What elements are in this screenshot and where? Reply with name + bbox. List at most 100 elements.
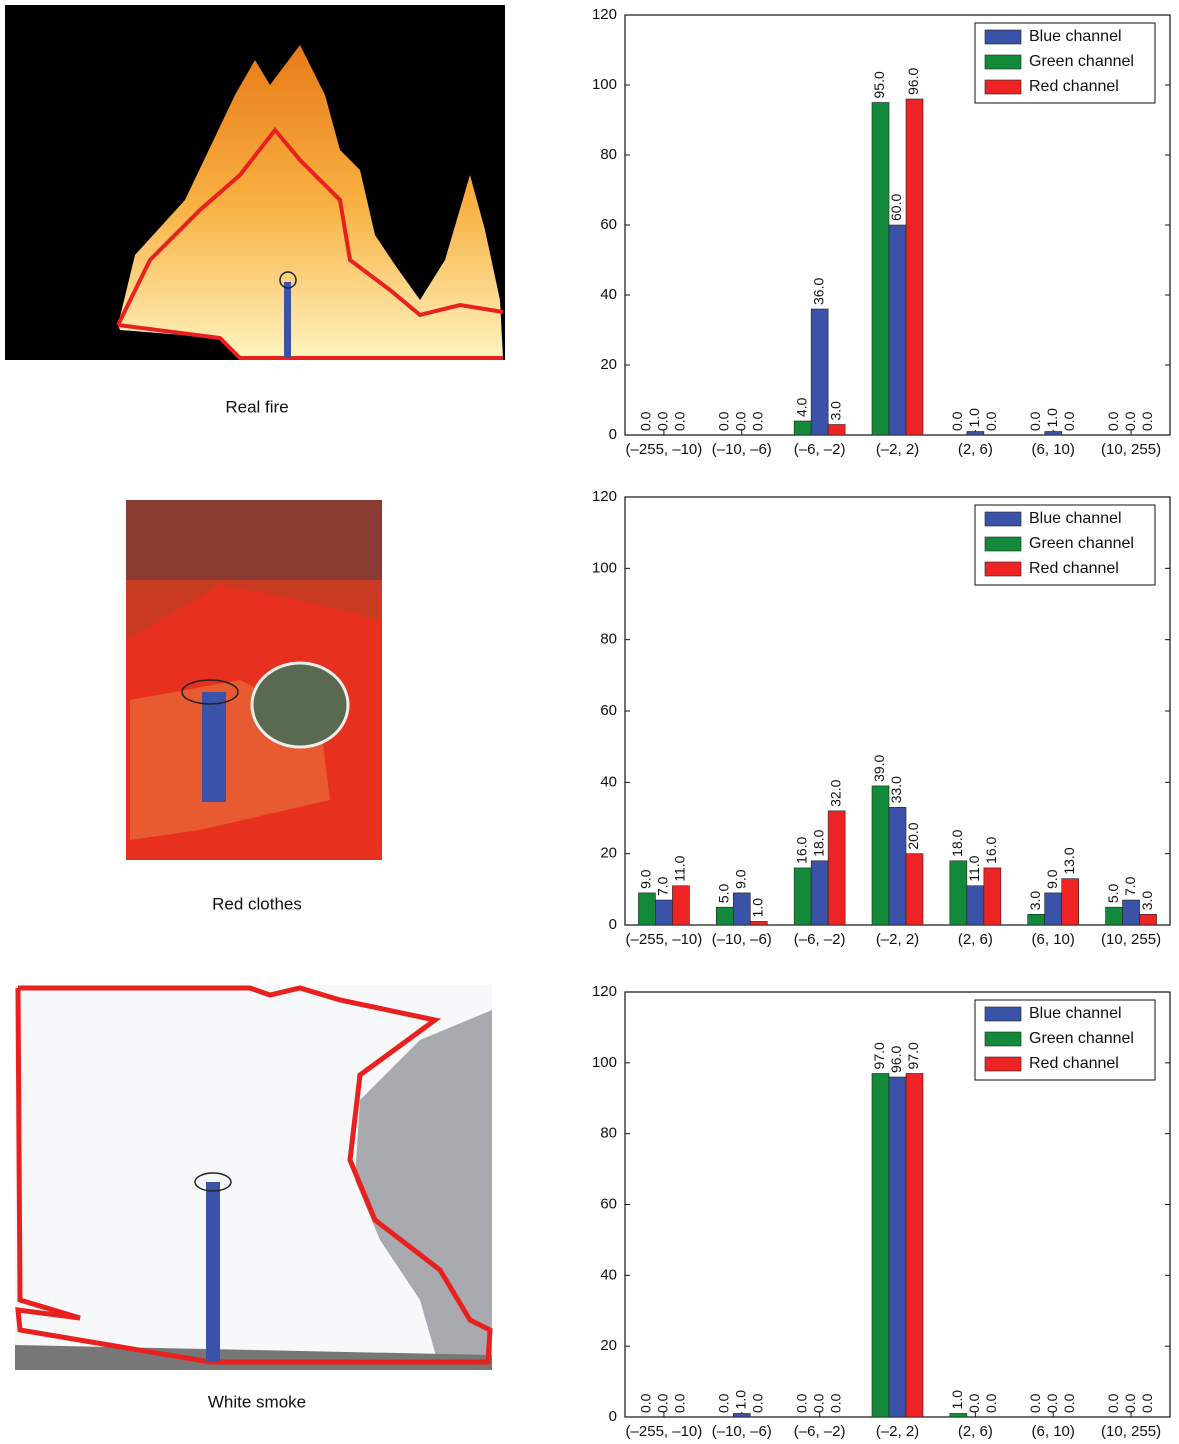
- value-label: 33.0: [888, 776, 904, 803]
- x-tick-label: (–6, –2): [794, 931, 846, 948]
- value-label: 0.0: [1139, 1393, 1155, 1413]
- legend-swatch: [985, 1032, 1021, 1046]
- x-tick-label: (–2, 2): [876, 1423, 919, 1440]
- y-tick-label: 20: [600, 845, 617, 862]
- bar: [716, 907, 733, 925]
- bar: [906, 1073, 923, 1417]
- bar: [733, 1413, 750, 1417]
- value-label: 16.0: [793, 836, 809, 863]
- y-tick-label: 60: [600, 702, 617, 719]
- value-label: 0.0: [749, 1393, 765, 1413]
- bar: [828, 425, 845, 436]
- bar: [950, 861, 967, 925]
- value-label: 0.0: [983, 1393, 999, 1413]
- x-tick-label: (2, 6): [958, 441, 993, 458]
- legend-swatch: [985, 512, 1021, 526]
- value-label: 9.0: [732, 869, 748, 889]
- value-label: 0.0: [732, 411, 748, 431]
- y-tick-label: 100: [592, 76, 617, 93]
- x-tick-label: (–2, 2): [876, 931, 919, 948]
- bar: [889, 1077, 906, 1417]
- x-tick-label: (2, 6): [958, 931, 993, 948]
- y-tick-label: 80: [600, 146, 617, 163]
- fire-image: [5, 5, 505, 360]
- y-tick-label: 40: [600, 773, 617, 790]
- value-label: 18.0: [949, 829, 965, 856]
- value-label: 7.0: [1122, 876, 1138, 896]
- y-tick-label: 20: [600, 1337, 617, 1354]
- smoke-image: [15, 985, 492, 1370]
- value-label: 0.0: [1105, 1393, 1121, 1413]
- y-tick-label: 100: [592, 1054, 617, 1071]
- bar: [967, 432, 984, 436]
- value-label: 13.0: [1061, 847, 1077, 874]
- y-tick-label: 80: [600, 1125, 617, 1142]
- value-label: 96.0: [905, 68, 921, 95]
- bar: [794, 421, 811, 435]
- bar: [984, 868, 1001, 925]
- value-label: 5.0: [715, 883, 731, 903]
- value-label: 7.0: [655, 876, 671, 896]
- y-tick-label: 40: [600, 1266, 617, 1283]
- x-tick-label: (–255, –10): [626, 441, 703, 458]
- x-tick-label: (–10, –6): [712, 931, 772, 948]
- value-label: 1.0: [732, 1390, 748, 1410]
- bar: [906, 99, 923, 435]
- legend-swatch: [985, 30, 1021, 44]
- value-label: 0.0: [1139, 411, 1155, 431]
- legend-label: Red channel: [1029, 1055, 1119, 1072]
- value-label: 3.0: [1027, 891, 1043, 911]
- x-tick-label: (–255, –10): [626, 1423, 703, 1440]
- bar: [1045, 432, 1062, 436]
- legend-label: Blue channel: [1029, 510, 1122, 527]
- legend-swatch: [985, 537, 1021, 551]
- x-tick-label: (–6, –2): [794, 441, 846, 458]
- value-label: 0.0: [672, 1393, 688, 1413]
- bar: [889, 807, 906, 925]
- value-label: 0.0: [1122, 1393, 1138, 1413]
- y-tick-label: 0: [609, 426, 617, 443]
- value-label: 0.0: [715, 411, 731, 431]
- bar: [672, 886, 689, 925]
- bar: [1045, 893, 1062, 925]
- legend-label: Green channel: [1029, 535, 1134, 552]
- value-label: 18.0: [810, 829, 826, 856]
- bar: [811, 309, 828, 435]
- x-tick-label: (–10, –6): [712, 1423, 772, 1440]
- bar: [967, 886, 984, 925]
- value-label: 1.0: [1044, 408, 1060, 428]
- y-tick-label: 0: [609, 916, 617, 933]
- value-label: 3.0: [827, 401, 843, 421]
- value-label: 0.0: [638, 1393, 654, 1413]
- bar: [906, 854, 923, 925]
- legend-swatch: [985, 562, 1021, 576]
- value-label: 16.0: [983, 836, 999, 863]
- value-label: 0.0: [1122, 411, 1138, 431]
- value-label: 0.0: [655, 1393, 671, 1413]
- value-label: 0.0: [638, 411, 654, 431]
- value-label: 0.0: [672, 411, 688, 431]
- figure: Real fire Red clothes White smoke 020406…: [0, 0, 1179, 1444]
- bar: [1028, 914, 1045, 925]
- value-label: 0.0: [1044, 1393, 1060, 1413]
- x-tick-label: (6, 10): [1032, 1423, 1075, 1440]
- value-label: 0.0: [949, 411, 965, 431]
- bar: [950, 1413, 967, 1417]
- value-label: 1.0: [966, 408, 982, 428]
- value-label: 1.0: [949, 1390, 965, 1410]
- legend-label: Blue channel: [1029, 28, 1122, 45]
- value-label: 0.0: [1061, 1393, 1077, 1413]
- value-label: 0.0: [1105, 411, 1121, 431]
- value-label: 39.0: [871, 754, 887, 781]
- value-label: 9.0: [638, 869, 654, 889]
- bar: [1140, 914, 1157, 925]
- y-tick-label: 120: [592, 6, 617, 23]
- value-label: 0.0: [715, 1393, 731, 1413]
- value-label: 5.0: [1105, 883, 1121, 903]
- bar: [733, 893, 750, 925]
- x-tick-label: (10, 255): [1101, 1423, 1161, 1440]
- legend-label: Blue channel: [1029, 1005, 1122, 1022]
- value-label: 11.0: [966, 855, 982, 881]
